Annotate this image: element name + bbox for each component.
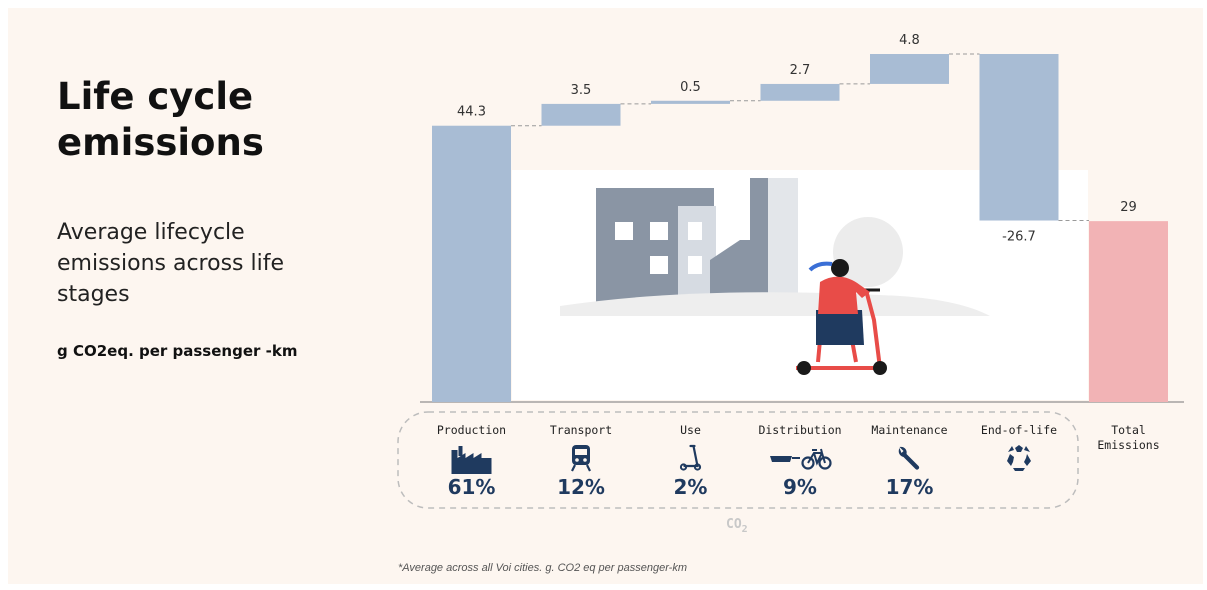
share-label: 9% [783, 475, 817, 499]
bar-transport [541, 103, 621, 126]
page-title: Life cycle emissions [57, 75, 264, 164]
bar-total-emissions [1089, 221, 1168, 402]
unit-label: g CO2eq. per passenger -km [57, 342, 298, 360]
value-label: 4.8 [899, 33, 920, 48]
value-label: -26.7 [1002, 230, 1036, 245]
value-label: 2.7 [790, 63, 811, 78]
life-stages-frame [397, 411, 1079, 509]
value-labels: 44.3 3.5 0.5 2.7 4.8 -26.7 29 [457, 33, 1137, 245]
bar-distribution [760, 83, 840, 101]
recycle-icon [1007, 445, 1031, 471]
co2-mark: CO2 [726, 517, 748, 535]
wrench-icon [898, 446, 920, 470]
bar-maintenance [870, 54, 949, 84]
share-label: 17% [886, 475, 934, 499]
footnote: *Average across all Voi cities. g. CO2 e… [398, 562, 687, 574]
category-label: Production [437, 423, 506, 437]
train-icon [570, 444, 592, 472]
city-scooter-illustration [512, 170, 1088, 400]
category-label: Transport [550, 423, 612, 437]
category-label: Use [680, 423, 701, 437]
share-label: 61% [448, 475, 496, 499]
category-label: Maintenance [871, 423, 947, 437]
share-label: 2% [674, 475, 708, 499]
share-labels: 61% 12% 2% 9% 17% [448, 475, 934, 499]
category-label: Total Emissions [1097, 423, 1159, 452]
category-labels: Production Transport Use Distribution Mainte… [437, 423, 1160, 452]
bar-use [651, 100, 730, 104]
stage-icons [451, 444, 1031, 474]
bar-end-of-life [979, 54, 1059, 221]
subtitle: Average lifecycle emissions across life … [57, 220, 284, 307]
value-label: 44.3 [457, 105, 486, 120]
category-label: End-of-life [981, 423, 1057, 437]
value-label: 29 [1120, 200, 1137, 215]
value-label: 3.5 [571, 83, 592, 98]
waterfall-connectors [511, 53, 1089, 222]
bar-production [432, 125, 511, 402]
trailer-bike-icon [768, 447, 832, 470]
waterfall-bars [432, 54, 1168, 402]
category-label: Distribution [758, 423, 841, 437]
share-label: 12% [557, 475, 605, 499]
scooter-icon [679, 444, 702, 471]
factory-icon [451, 446, 492, 474]
value-label: 0.5 [680, 80, 701, 95]
